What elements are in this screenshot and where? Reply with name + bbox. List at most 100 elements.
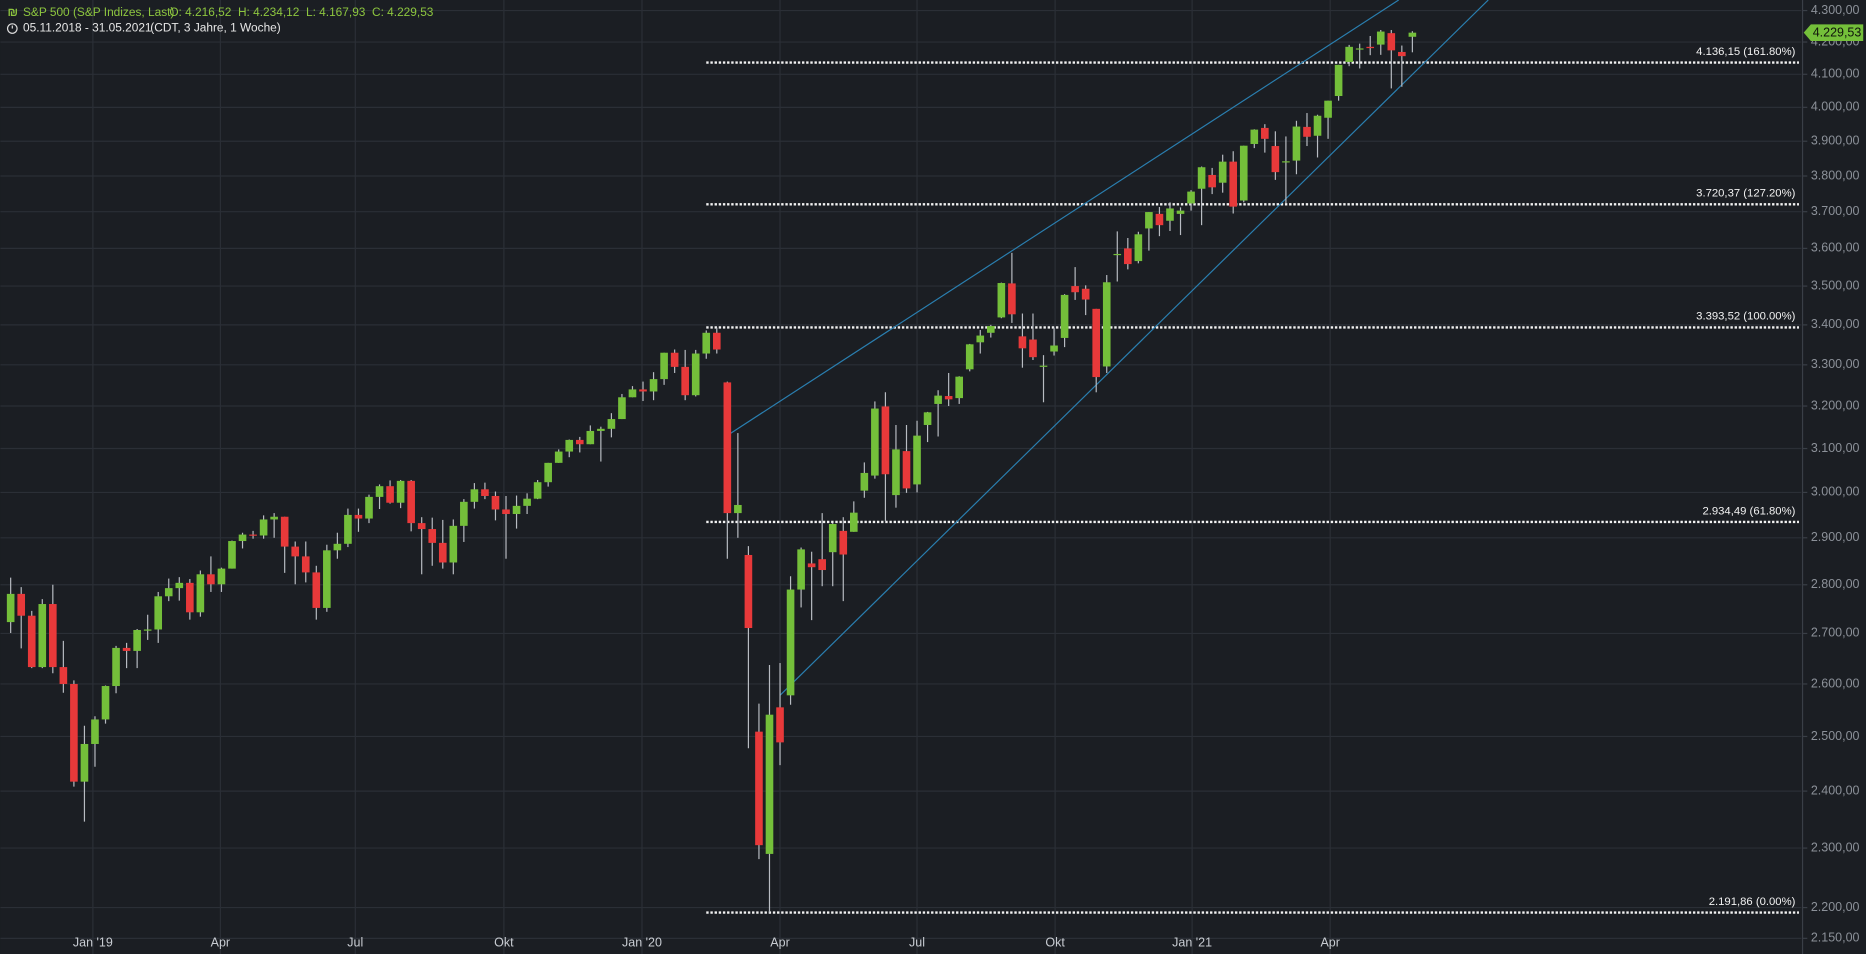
candle-body xyxy=(280,516,289,547)
candle-body xyxy=(1271,146,1280,173)
quote: O: 4.216,52 H: 4.234,12 L: 4.167,93 C: 4… xyxy=(169,5,433,19)
candle-body xyxy=(1398,51,1406,57)
candle-body xyxy=(80,743,89,782)
y-tick-label: 3.200,00 xyxy=(1811,398,1860,412)
candle-body xyxy=(228,541,236,569)
range-info: (CDT, 3 Jahre, 1 Woche) xyxy=(150,21,280,35)
candle-body xyxy=(860,472,869,491)
x-tick-label: Jul xyxy=(347,936,363,950)
candle-body xyxy=(1060,294,1069,338)
candle-body xyxy=(323,550,331,608)
price-tag xyxy=(1803,24,1864,41)
candle-body xyxy=(1113,253,1122,256)
candle-body xyxy=(1366,46,1375,49)
candle-body xyxy=(955,376,963,399)
candle-body xyxy=(354,514,363,519)
candle-body xyxy=(1166,208,1174,221)
candle-body xyxy=(1261,127,1269,139)
candle-body xyxy=(554,451,563,463)
candle-body xyxy=(1218,161,1227,183)
y-tick-label: 2.150,00 xyxy=(1811,931,1860,945)
candle-body xyxy=(618,397,626,420)
candle-body xyxy=(259,519,268,536)
candle-body xyxy=(649,379,658,392)
candle-body xyxy=(1355,48,1364,50)
candle-body xyxy=(807,563,816,568)
candle-body xyxy=(628,389,637,398)
y-tick-label: 2.700,00 xyxy=(1811,626,1860,640)
fib-label: 3.393,52 (100.00%) xyxy=(1696,311,1795,323)
candle-body xyxy=(70,683,78,782)
candle-body xyxy=(1303,126,1311,137)
y-tick-label: 4.300,00 xyxy=(1811,3,1860,17)
candle-body xyxy=(175,582,184,589)
candle-body xyxy=(122,647,131,651)
y-tick-label: 4.100,00 xyxy=(1811,67,1860,81)
candle-body xyxy=(744,554,753,629)
candle-body xyxy=(59,667,68,684)
trend-line xyxy=(779,0,1489,696)
candle-body xyxy=(1387,33,1396,51)
candle-body xyxy=(238,534,247,542)
candle-body xyxy=(765,714,774,854)
candle-body xyxy=(712,332,721,350)
candle-body xyxy=(17,593,26,616)
candle-body xyxy=(976,335,985,343)
grid xyxy=(0,0,1802,954)
candle-body xyxy=(565,439,574,452)
icon: ₪ xyxy=(8,5,19,19)
candle-body xyxy=(681,366,689,396)
candle-body xyxy=(987,326,995,333)
candle-body xyxy=(818,559,826,571)
candle-body xyxy=(965,344,974,370)
candle-body xyxy=(438,542,447,563)
candle-body xyxy=(217,568,226,585)
candle-body xyxy=(470,489,479,502)
y-tick-label: 2.300,00 xyxy=(1811,840,1860,854)
candle-body xyxy=(164,588,173,597)
candle-body xyxy=(1292,126,1301,161)
candle-body xyxy=(1334,64,1343,97)
candle-body xyxy=(702,332,711,354)
candle-body xyxy=(691,353,700,396)
y-tick-label: 2.800,00 xyxy=(1811,577,1860,591)
fib-label: 3.720,37 (127.20%) xyxy=(1696,188,1795,200)
fib-label: 2.934,49 (61.80%) xyxy=(1702,505,1795,517)
candle-body xyxy=(923,412,932,425)
candle-body xyxy=(944,396,953,400)
candle-body xyxy=(270,516,278,520)
candle-body xyxy=(828,524,837,553)
y-tick-label: 2.400,00 xyxy=(1811,783,1860,797)
candle-body xyxy=(1134,234,1143,262)
candle-body xyxy=(934,395,942,404)
candle-body xyxy=(207,574,215,585)
candle-body xyxy=(881,406,890,475)
candle-body xyxy=(1124,248,1132,265)
candle-body xyxy=(333,543,342,551)
candle-body xyxy=(481,489,489,496)
fib-label: 2.191,86 (0.00%) xyxy=(1709,896,1796,908)
candle-body xyxy=(1313,115,1322,136)
candle-body xyxy=(786,589,795,696)
candle-body xyxy=(417,523,426,530)
candle-body xyxy=(407,480,415,524)
candle-body xyxy=(849,512,858,532)
candle-body xyxy=(734,504,742,514)
candle-body xyxy=(49,604,57,668)
candle-body xyxy=(396,480,405,503)
candle-body xyxy=(1145,212,1153,229)
candle-body xyxy=(196,574,205,613)
price-tag-label: 4.229,53 xyxy=(1813,26,1862,40)
y-tick-label: 2.600,00 xyxy=(1811,676,1860,690)
candle-body xyxy=(38,604,47,668)
candle-body xyxy=(1039,365,1048,367)
candle-body xyxy=(1176,210,1185,214)
trend-line xyxy=(725,0,1400,437)
candle-body xyxy=(365,496,373,519)
x-tick-label: Apr xyxy=(770,936,789,950)
candle-body xyxy=(186,582,194,613)
y-tick-label: 2.200,00 xyxy=(1811,900,1860,914)
